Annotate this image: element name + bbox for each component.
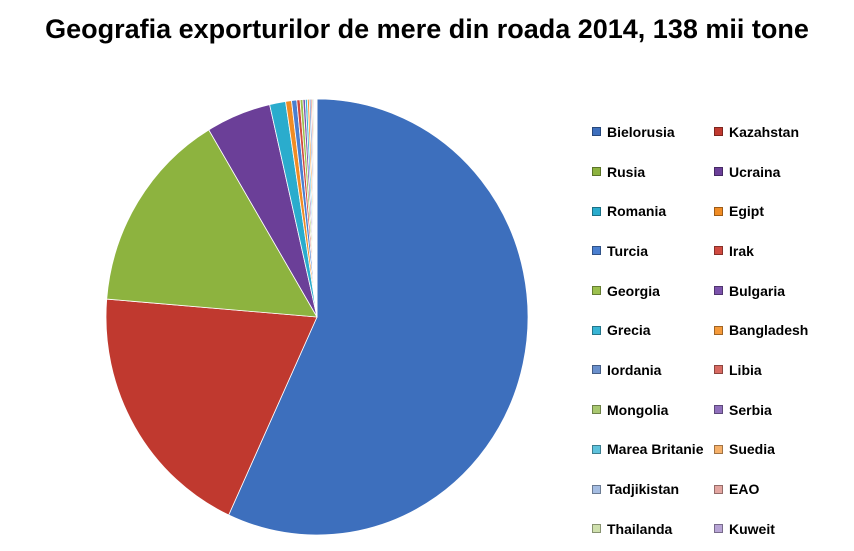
legend-item-ucraina: Ucraina xyxy=(714,152,824,192)
legend-item-rusia: Rusia xyxy=(592,152,714,192)
legend-item-grecia: Grecia xyxy=(592,310,714,350)
legend-item-iordania: Iordania xyxy=(592,350,714,390)
legend-label: Bielorusia xyxy=(607,123,675,140)
legend-label: Marea Britanie xyxy=(607,441,704,458)
legend-swatch xyxy=(592,167,601,177)
legend-item-bulgaria: Bulgaria xyxy=(714,271,824,311)
legend-label: Libia xyxy=(729,361,762,378)
legend-item-thailanda: Thailanda xyxy=(592,509,714,549)
legend-swatch xyxy=(714,405,723,415)
pie-slice-bielorusia xyxy=(228,98,529,536)
legend-label: Mongolia xyxy=(607,401,669,418)
legend-swatch xyxy=(592,206,601,216)
legend-swatch xyxy=(714,365,723,375)
legend-swatch xyxy=(714,246,723,256)
legend-item-turcia: Turcia xyxy=(592,231,714,271)
legend-item-bielorusia: Bielorusia xyxy=(592,112,714,152)
legend-label: Bangladesh xyxy=(729,322,809,339)
legend-item-libia: Libia xyxy=(714,350,824,390)
pie-slice-rusia xyxy=(106,129,318,318)
legend-swatch xyxy=(592,286,601,296)
legend-item-egipt: Egipt xyxy=(714,191,824,231)
pie-data-labels: 627 xyxy=(273,95,290,96)
legend-swatch xyxy=(592,246,601,256)
legend-label: Grecia xyxy=(607,322,651,339)
legend-label: Romania xyxy=(607,203,667,220)
chart-title: Geografia exporturilor de mere din roada… xyxy=(45,14,809,44)
legend-swatch xyxy=(714,127,723,137)
legend-swatch xyxy=(592,524,601,534)
legend-label: Thailanda xyxy=(607,520,673,537)
legend-swatch xyxy=(592,405,601,415)
legend-label: Tadjikistan xyxy=(607,481,680,498)
legend-item-mongolia: Mongolia xyxy=(592,390,714,430)
legend-item-kazahstan: Kazahstan xyxy=(714,112,824,152)
legend-label: Bulgaria xyxy=(729,282,786,299)
legend-swatch xyxy=(714,484,723,494)
legend-label: Kuweit xyxy=(729,520,775,537)
pie-slice-kazahstan xyxy=(105,298,318,516)
legend-item-serbia: Serbia xyxy=(714,390,824,430)
legend-label: Georgia xyxy=(607,282,660,299)
legend-item-irak: Irak xyxy=(714,231,824,271)
legend-item-marea-britanie: Marea Britanie xyxy=(592,430,714,470)
legend-swatch xyxy=(714,206,723,216)
legend: Bielorusia Kazahstan Rusia Ucraina Romania Eg… xyxy=(592,112,824,549)
data-label-egipt: 627 xyxy=(273,95,290,96)
legend-label: Rusia xyxy=(607,163,646,180)
legend-swatch xyxy=(592,127,601,137)
legend-swatch xyxy=(592,365,601,375)
legend-swatch xyxy=(714,524,723,534)
legend-swatch xyxy=(592,325,601,335)
legend-label: Iordania xyxy=(607,361,662,378)
legend-label: Turcia xyxy=(607,242,648,259)
legend-item-georgia: Georgia xyxy=(592,271,714,311)
legend-label: Irak xyxy=(729,242,754,259)
legend-item-bangladesh: Bangladesh xyxy=(714,310,824,350)
legend-label: Egipt xyxy=(729,203,764,220)
pie-slices xyxy=(105,98,529,536)
legend-swatch xyxy=(714,444,723,454)
legend-swatch xyxy=(592,484,601,494)
legend-item-tadjikistan: Tadjikistan xyxy=(592,469,714,509)
legend-swatch xyxy=(714,286,723,296)
legend-swatch xyxy=(592,444,601,454)
legend-item-romania: Romania xyxy=(592,191,714,231)
legend-item-suedia: Suedia xyxy=(714,430,824,470)
legend-label: Kazahstan xyxy=(729,123,800,140)
pie-chart: 627 xyxy=(105,95,529,536)
legend-item-eao: EAO xyxy=(714,469,824,509)
legend-label: Serbia xyxy=(729,401,772,418)
legend-label: Suedia xyxy=(729,441,775,458)
legend-label: EAO xyxy=(729,481,760,498)
legend-swatch xyxy=(714,167,723,177)
legend-label: Ucraina xyxy=(729,163,781,180)
legend-item-kuweit: Kuweit xyxy=(714,509,824,549)
legend-swatch xyxy=(714,325,723,335)
